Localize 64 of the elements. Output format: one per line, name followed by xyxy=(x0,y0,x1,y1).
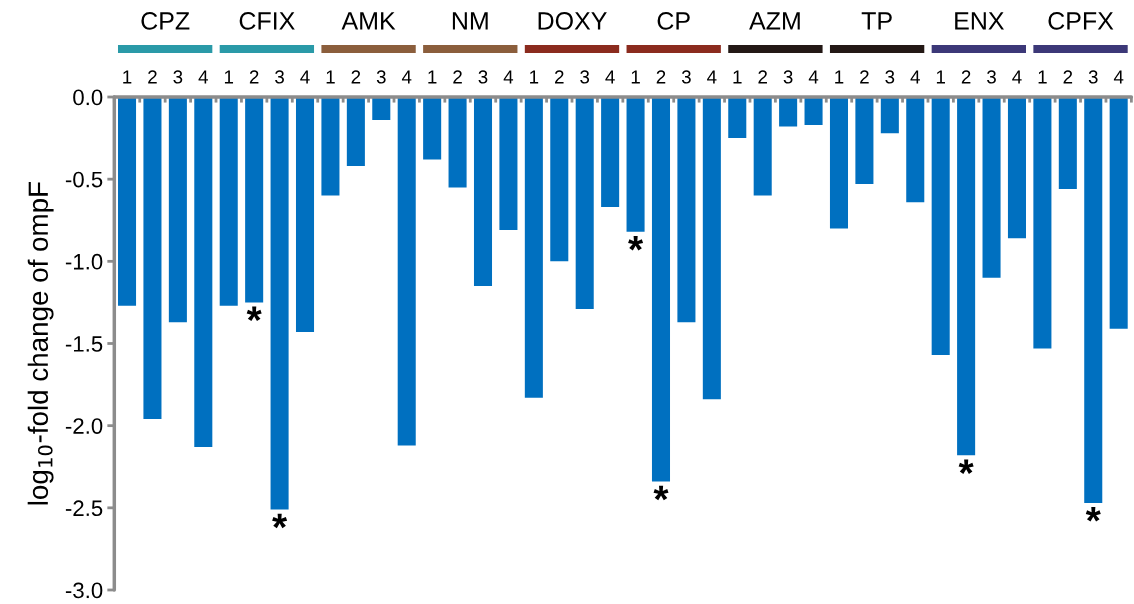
x-tick-label: 1 xyxy=(326,70,335,84)
x-tick-label: 3 xyxy=(681,70,691,84)
text: DOXY xyxy=(538,12,607,30)
x-tick-label: 4 xyxy=(707,70,717,84)
x-tick-label: 3 xyxy=(1088,70,1098,84)
x-tick-label: 2 xyxy=(555,70,564,84)
x-tick-label: 2 xyxy=(249,70,259,84)
x-tick-label: 3 xyxy=(987,70,996,84)
x-tick-label: 1 xyxy=(733,70,742,84)
x-tick-label: 2 xyxy=(758,70,767,84)
x-tick-label: 2 xyxy=(148,70,157,84)
text: ENX xyxy=(955,12,1004,30)
y-tick-label: -3.0 xyxy=(65,582,103,599)
x-tick-label: 3 xyxy=(580,70,590,84)
x-tick-label: 4 xyxy=(300,70,310,84)
data-label: * xyxy=(246,306,262,322)
y-axis-title: log$_{10}$-fold change of ompF xyxy=(27,182,54,505)
x-tick-label: 2 xyxy=(351,70,361,84)
text: AZM xyxy=(749,12,800,30)
x-tick-label: 4 xyxy=(605,70,615,84)
x-tick-label: 4 xyxy=(910,70,920,84)
x-tick-label: 1 xyxy=(631,70,640,84)
data-label: * xyxy=(272,513,288,529)
text: CP xyxy=(657,12,690,30)
x-tick-label: 1 xyxy=(936,70,945,84)
x-tick-label: 1 xyxy=(123,70,132,84)
x-tick-label: 1 xyxy=(835,70,844,84)
x-tick-label: 2 xyxy=(961,70,971,84)
text: CPFX xyxy=(1048,12,1114,30)
x-tick-label: 3 xyxy=(478,70,488,84)
x-tick-label: 1 xyxy=(1038,70,1047,84)
text: NM xyxy=(452,12,488,30)
x-tick-label: 4 xyxy=(401,70,412,84)
y-tick-label: 0.0 xyxy=(73,89,103,106)
y-tick-label: -2.0 xyxy=(65,418,103,434)
text: CPZ xyxy=(141,12,190,30)
y-tick-label: -2.5 xyxy=(65,500,103,517)
text: CFIX xyxy=(239,12,295,30)
x-tick-label: 1 xyxy=(530,70,539,84)
text: TP xyxy=(861,12,892,30)
x-tick-label: 3 xyxy=(885,70,895,84)
x-tick-label: 2 xyxy=(453,70,462,84)
x-tick-label: 4 xyxy=(808,70,819,84)
y-tick-label: -0.5 xyxy=(65,171,103,188)
x-tick-label: 4 xyxy=(198,70,208,84)
x-tick-label: 4 xyxy=(1012,70,1022,84)
x-tick-label: 1 xyxy=(224,70,234,84)
x-tick-label: 2 xyxy=(860,70,869,84)
x-tick-label: 3 xyxy=(275,70,284,84)
data-label: * xyxy=(958,459,974,474)
x-tick-label: 3 xyxy=(376,70,386,84)
x-tick-label: 2 xyxy=(656,70,666,84)
text: AMK xyxy=(341,12,396,30)
y-tick-label: -1.0 xyxy=(65,253,103,270)
x-tick-label: 4 xyxy=(1113,70,1124,84)
y-tick-label: -1.5 xyxy=(65,336,103,352)
data-label: * xyxy=(1085,507,1101,522)
data-label: * xyxy=(628,235,644,251)
x-tick-label: 3 xyxy=(173,70,183,84)
x-tick-label: 4 xyxy=(503,70,514,84)
x-tick-label: 3 xyxy=(783,70,793,84)
data-label: * xyxy=(653,485,669,501)
x-tick-label: 1 xyxy=(428,70,437,84)
x-tick-label: 2 xyxy=(1063,70,1073,84)
